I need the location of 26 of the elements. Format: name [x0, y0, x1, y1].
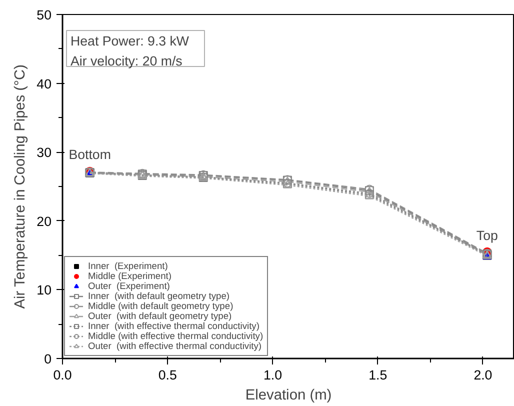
legend-label: Inner (with default geometry type): [88, 291, 230, 301]
annotation: Heat Power: 9.3 kW: [70, 34, 190, 48]
y-axis-title: Air Temperature in Cooling Pipes (°C): [12, 64, 29, 309]
x-tick-label: 0.5: [158, 368, 177, 382]
legend-label: Outer (with default geometry type): [88, 311, 232, 321]
y-tick-label: 30: [36, 145, 52, 160]
y-tick-label: 50: [36, 8, 52, 22]
annotation: Top: [476, 228, 498, 244]
legend-label: Middle (Experiment): [88, 271, 172, 281]
x-tick-label: 1.5: [368, 368, 388, 382]
legend-label: Middle (with default geometry type): [88, 301, 234, 311]
legend-label: Outer (with effective thermal conductivity): [88, 341, 262, 351]
legend-label: Middle (with effective thermal conductivity): [88, 331, 264, 341]
x-axis-title: Elevation (m): [245, 388, 332, 404]
y-tick-label: 0: [44, 352, 52, 366]
legend-label: Inner (Experiment): [88, 261, 168, 271]
x-tick-label: 1.0: [263, 368, 282, 382]
legend-label: Outer (Experiment): [88, 281, 170, 291]
annotation: Air velocity: 20 m/s: [70, 54, 183, 68]
x-tick-label: 2.0: [474, 368, 492, 382]
x-tick-label: 0.0: [53, 368, 72, 382]
y-tick-label: 10: [36, 282, 52, 298]
annotation: Bottom: [68, 147, 111, 162]
legend-label: Inner (with effective thermal conductivity): [88, 321, 260, 331]
y-tick-label: 20: [36, 214, 52, 229]
y-tick-label: 40: [36, 76, 52, 92]
